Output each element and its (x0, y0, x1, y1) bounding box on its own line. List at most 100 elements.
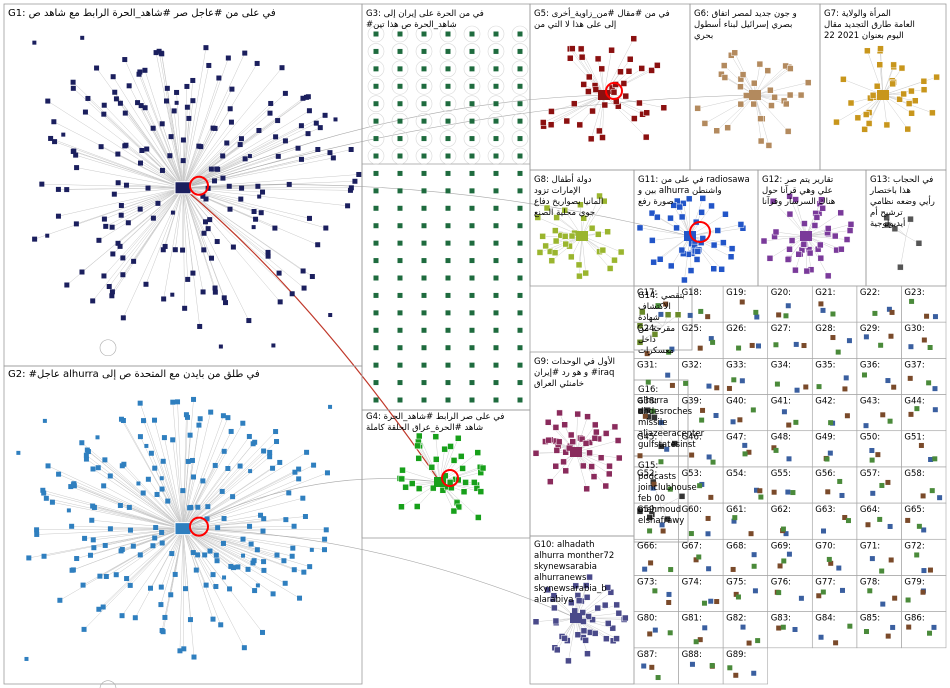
node (210, 572, 216, 578)
edge (182, 431, 232, 529)
node (631, 115, 638, 122)
node (536, 249, 544, 256)
node (916, 523, 922, 529)
node (630, 35, 638, 42)
node (651, 414, 658, 421)
node (164, 85, 170, 91)
node (732, 515, 738, 521)
node (152, 417, 158, 423)
edge (182, 187, 250, 321)
node (373, 275, 379, 281)
node (708, 202, 715, 210)
node (517, 101, 523, 107)
node (876, 61, 884, 68)
node (373, 83, 379, 89)
edge (182, 100, 194, 188)
node (207, 217, 213, 223)
node (421, 240, 427, 246)
node (701, 120, 709, 127)
node (445, 83, 451, 89)
node (469, 205, 475, 211)
node (421, 310, 427, 316)
edge (900, 235, 907, 268)
node (170, 210, 175, 215)
node (45, 233, 50, 238)
node (705, 515, 711, 521)
edge (439, 481, 477, 486)
node (445, 258, 451, 264)
edge (182, 67, 283, 188)
node (397, 48, 403, 54)
node (596, 192, 603, 200)
node (517, 345, 523, 351)
edge (639, 506, 662, 512)
node (421, 205, 427, 211)
node (680, 200, 687, 207)
node (167, 153, 173, 159)
node (230, 244, 236, 250)
node (238, 196, 244, 202)
node (110, 74, 116, 80)
node (421, 136, 427, 142)
small-group-label: G78: (860, 577, 880, 587)
node (676, 203, 683, 211)
node (532, 450, 540, 457)
edge (161, 528, 184, 588)
node (883, 121, 891, 129)
node (880, 601, 886, 607)
node (459, 465, 466, 472)
node (106, 284, 112, 290)
node (493, 223, 499, 229)
node (663, 301, 669, 307)
small-group-label: G85: (860, 614, 880, 624)
group-label-g8: G8: دولة أطفال الإمارات تزود المانيا بصوار… (534, 173, 603, 218)
node (237, 142, 243, 148)
edge (43, 492, 184, 529)
node (313, 120, 319, 126)
node (824, 456, 830, 462)
self-loop (439, 112, 457, 130)
node (639, 308, 646, 316)
node (421, 83, 427, 89)
node (785, 489, 791, 495)
node (937, 495, 943, 501)
edge (581, 195, 600, 237)
node (202, 219, 208, 225)
node (281, 558, 287, 564)
node (373, 48, 379, 54)
edge (76, 167, 184, 189)
edge (581, 235, 611, 269)
node (652, 588, 658, 594)
node (597, 454, 605, 461)
node (469, 188, 475, 194)
edge (109, 187, 184, 287)
node (751, 552, 757, 558)
node (185, 276, 191, 282)
node (172, 247, 178, 253)
node (131, 258, 137, 264)
node (493, 118, 499, 124)
node (517, 170, 523, 176)
edge (182, 436, 250, 529)
edge (182, 528, 278, 556)
edge (763, 235, 807, 242)
node (139, 147, 145, 153)
node (64, 187, 70, 193)
node (739, 299, 745, 305)
node (201, 230, 207, 236)
small-group-label: G49: (815, 433, 835, 443)
node (276, 270, 282, 276)
node (45, 463, 51, 469)
node (414, 442, 421, 450)
node (41, 553, 47, 559)
node (352, 178, 358, 184)
node (127, 582, 133, 588)
node (552, 237, 560, 245)
node (693, 256, 701, 263)
node (907, 375, 913, 381)
node (246, 318, 252, 324)
node (592, 421, 599, 429)
node (671, 440, 678, 447)
node (740, 624, 746, 630)
node (864, 47, 871, 55)
